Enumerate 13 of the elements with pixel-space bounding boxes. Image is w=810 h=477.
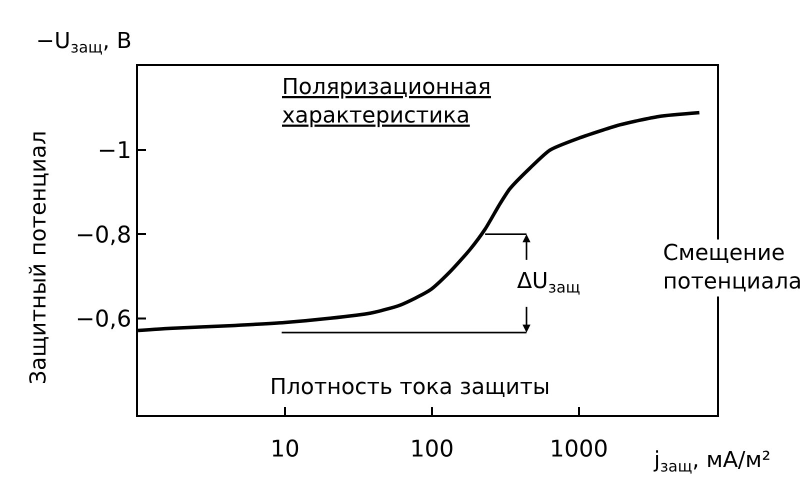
x-axis-title: j$_{защ}$, мА/м²: [653, 448, 771, 476]
annotation: Поляризационная характеристика: [282, 75, 491, 129]
annotation: Смещение потенциала: [663, 241, 802, 295]
text: −U$_{защ}$, В: [36, 29, 132, 57]
y-tick-label: −1: [97, 138, 132, 164]
annotation: Плотность тока защиты: [270, 375, 550, 400]
x-tick-label: 1000: [550, 436, 608, 463]
y-tick-label: −0,6: [76, 306, 132, 332]
x-tick-label: 100: [410, 436, 454, 463]
x-tick-label: 10: [270, 436, 300, 463]
y-tick-label: −0,8: [76, 222, 132, 248]
annotation: ΔU$_{защ}$: [517, 269, 580, 297]
y-axis-title: Защитный потенциал: [26, 130, 52, 385]
